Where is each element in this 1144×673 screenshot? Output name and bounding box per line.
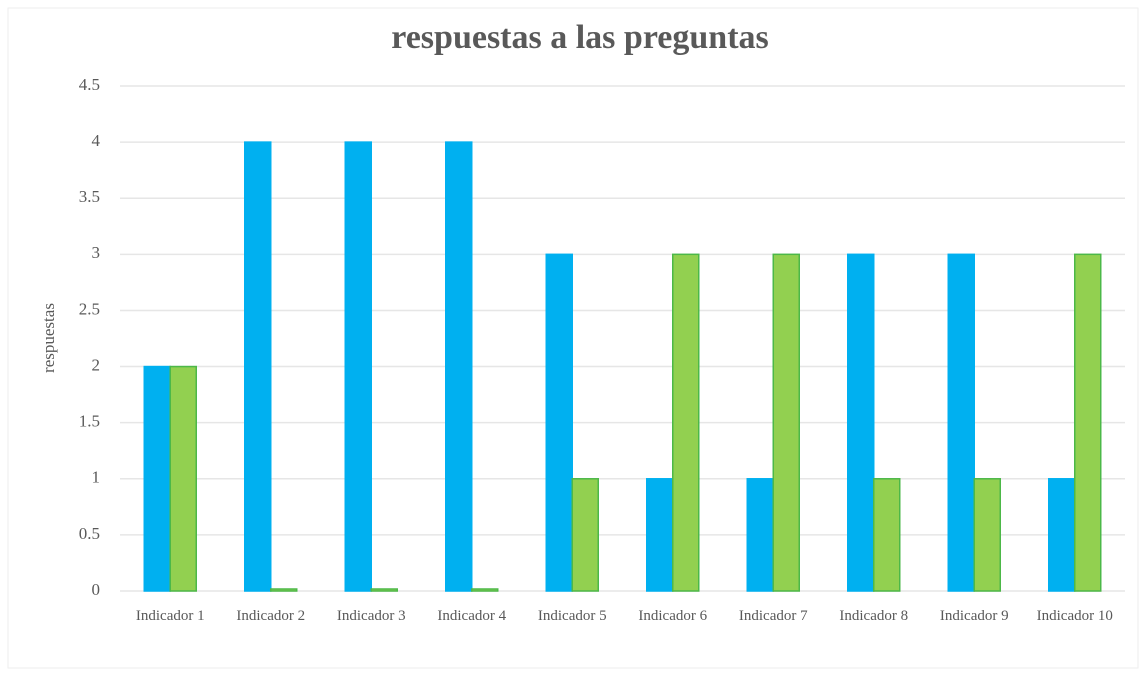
y-tick-label: 3.5 <box>79 187 100 206</box>
x-tick-label: Indicador 1 <box>135 608 205 624</box>
bar <box>169 365 197 592</box>
x-tick-label: Indicador 8 <box>839 608 909 624</box>
y-tick-label: 1.5 <box>79 412 100 431</box>
bar <box>545 253 573 592</box>
chart-border <box>7 7 1139 669</box>
bar <box>947 253 975 592</box>
x-tick-label: Indicador 6 <box>638 608 708 624</box>
bar <box>1048 478 1076 592</box>
y-tick-label: 4 <box>92 131 101 150</box>
x-tick-label: Indicador 10 <box>1036 608 1113 624</box>
bar <box>244 141 272 592</box>
chart-title: respuestas a las preguntas <box>391 19 769 56</box>
bar <box>270 588 298 592</box>
y-tick-label: 0 <box>92 580 101 599</box>
bar <box>973 478 1001 592</box>
bar <box>1074 253 1102 592</box>
x-tick-label: Indicador 9 <box>939 608 1009 624</box>
x-tick-label: Indicador 3 <box>336 608 406 624</box>
bar <box>370 588 398 592</box>
bar <box>672 253 700 592</box>
bar <box>344 141 372 592</box>
bar <box>445 141 473 592</box>
y-axis-label: respuestas <box>39 303 58 373</box>
y-tick-label: 0.5 <box>79 524 100 543</box>
bar <box>646 478 674 592</box>
y-tick-label: 4.5 <box>79 75 100 94</box>
x-tick-label: Indicador 2 <box>236 608 306 624</box>
y-tick-label: 1 <box>92 468 101 487</box>
bar <box>873 478 901 592</box>
bar <box>746 478 774 592</box>
y-tick-label: 2.5 <box>79 299 100 318</box>
x-tick-label: Indicador 7 <box>738 608 808 624</box>
bar <box>571 478 599 592</box>
y-tick-label: 3 <box>92 243 101 262</box>
y-tick-label: 2 <box>92 355 101 374</box>
bar <box>143 365 171 592</box>
x-tick-label: Indicador 4 <box>437 608 507 624</box>
bar <box>471 588 499 592</box>
bar <box>847 253 875 592</box>
x-tick-label: Indicador 5 <box>537 608 607 624</box>
bar <box>772 253 800 592</box>
